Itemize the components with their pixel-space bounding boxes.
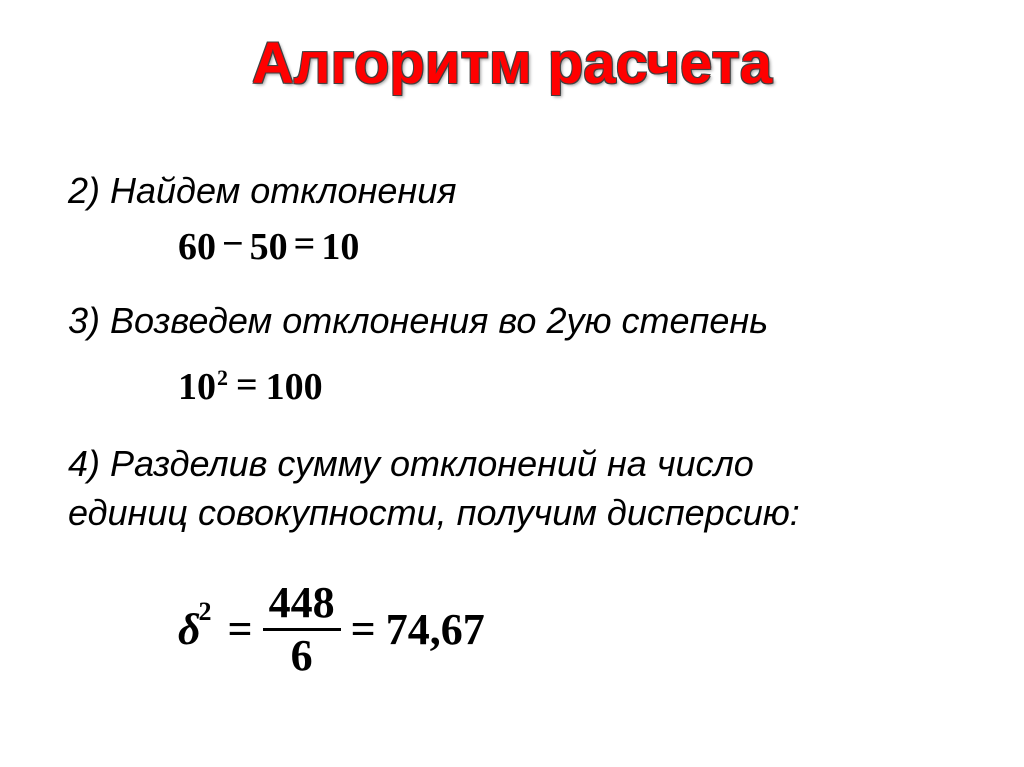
eq3-delta: δ xyxy=(178,604,201,655)
eq1-b: 50 xyxy=(250,226,288,268)
eq3-result: 74,67 xyxy=(386,604,485,655)
eq3-denominator: 6 xyxy=(291,631,313,679)
page-title: Алгоритм расчета xyxy=(0,30,1024,97)
equation-2: 102=100 xyxy=(178,365,323,409)
equation-3: δ2 = 448 6 = 74,67 xyxy=(178,580,485,679)
eq1-rhs: 10 xyxy=(321,226,359,268)
eq1-equals: = xyxy=(288,222,322,266)
equation-1: 60−50=10 xyxy=(178,225,359,269)
eq1-a: 60 xyxy=(178,226,216,268)
step4-line1: 4) Разделив сумму отклонений на число xyxy=(68,443,754,484)
step-2-text: 2) Найдем отклонения xyxy=(68,170,456,212)
step4-line2: единиц совокупности, получим дисперсию: xyxy=(68,492,800,533)
eq2-equals: = xyxy=(228,363,266,407)
eq3-fraction: 448 6 xyxy=(263,580,341,679)
eq2-exp: 2 xyxy=(217,365,228,390)
eq3-equals-1: = xyxy=(218,604,263,655)
eq2-rhs: 100 xyxy=(266,366,323,408)
eq2-base: 10 xyxy=(178,366,216,408)
eq3-numerator: 448 xyxy=(263,580,341,631)
slide: Алгоритм расчета 2) Найдем отклонения 60… xyxy=(0,0,1024,767)
eq3-equals-2: = xyxy=(341,604,386,655)
eq3-exp: 2 xyxy=(199,597,212,627)
step-4-text: 4) Разделив сумму отклонений на число ед… xyxy=(68,440,958,537)
step-3-text: 3) Возведем отклонения во 2ую степень xyxy=(68,300,768,342)
eq1-minus: − xyxy=(216,222,250,266)
